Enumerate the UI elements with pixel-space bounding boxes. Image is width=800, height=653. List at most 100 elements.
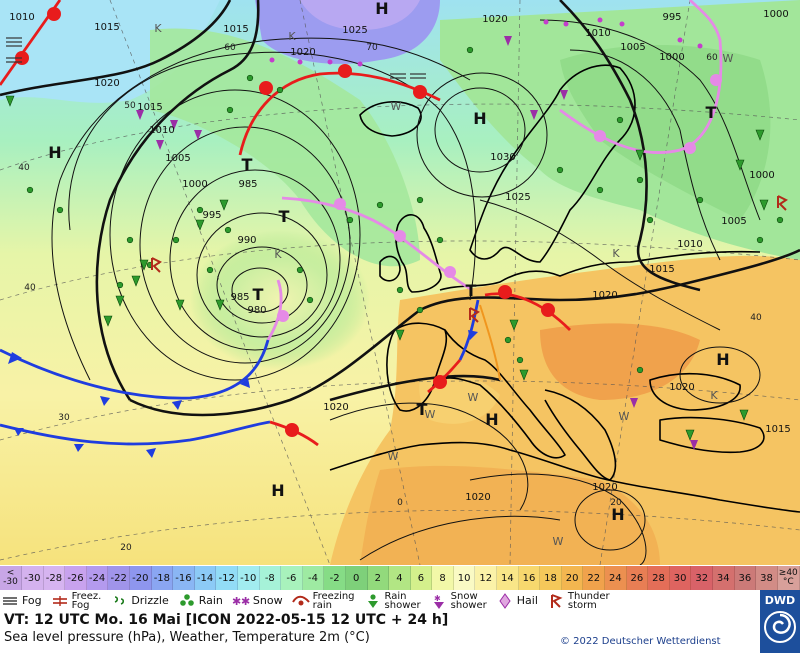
scale-min-text: < <box>6 568 15 578</box>
pressure-label: 1015 <box>137 102 162 113</box>
weather-symbols <box>5 17 788 450</box>
drizzle-icon <box>114 595 125 605</box>
pressure-label: 1010 <box>585 28 610 39</box>
hail-icon <box>499 592 511 609</box>
pressure-label: 1010 <box>677 239 702 250</box>
scale-cell: -24 <box>86 566 109 590</box>
legend-rain-shower-line2: shower <box>384 599 421 611</box>
isotherm-label: 40 <box>18 163 30 173</box>
legend-thunderstorm-line1: Thunder <box>567 590 610 602</box>
high-pressure-center: H <box>48 143 61 162</box>
air-mass-mark: K <box>288 30 296 43</box>
legend-rain-shower-line1: Rain <box>384 590 407 602</box>
scale-cell: -18 <box>151 566 174 590</box>
scale-cell: 20 <box>561 566 584 590</box>
air-mass-mark: W <box>391 100 402 113</box>
high-pressure-center: H <box>473 109 486 128</box>
coast-turkey <box>659 416 765 454</box>
legend-rain: Rain <box>177 593 223 609</box>
pressure-label: 995 <box>662 12 681 23</box>
pressure-label: 1025 <box>342 25 367 36</box>
low-pressure-center: T <box>417 400 428 419</box>
air-mass-mark: W <box>553 535 564 548</box>
low-pressure-center: T <box>279 207 290 226</box>
main-isobars <box>0 0 800 417</box>
isotherm-label: 70 <box>366 43 378 53</box>
isotherm-label: 40 <box>24 283 36 293</box>
pressure-label: 1020 <box>592 482 617 493</box>
scale-cell: -14 <box>194 566 217 590</box>
scale-cell: -30 <box>22 566 44 590</box>
isotherm-label: 60 <box>224 43 236 53</box>
isotherm-label: 30 <box>58 413 70 423</box>
thunderstorm-icon <box>550 593 563 608</box>
pressure-label: 1020 <box>592 290 617 301</box>
pressure-label: 1025 <box>505 192 530 203</box>
scale-cell: -22 <box>108 566 130 590</box>
copyright: © 2022 Deutscher Wetterdienst <box>560 636 721 647</box>
legend-rain-label: Rain <box>198 594 223 607</box>
coast-europe-north <box>439 250 761 291</box>
scale-cell: -20 <box>129 566 152 590</box>
scale-cell: 26 <box>626 566 649 590</box>
air-mass-mark: K <box>710 389 718 402</box>
valid-time-line: VT: 12 UTC Mo. 16 Mai [ICON 2022-05-15 1… <box>4 612 449 628</box>
pressure-label: 995 <box>202 210 221 221</box>
dwd-logo-text: DWD <box>764 594 796 607</box>
pressure-label: 1010 <box>149 125 174 136</box>
pressure-label: 1020 <box>94 78 119 89</box>
scale-cell: -2 <box>324 566 346 590</box>
pressure-label: 1010 <box>9 12 34 23</box>
legend-freezing-fog: Freez. Fog <box>50 590 102 610</box>
high-pressure-center: H <box>485 410 498 429</box>
isotherm-label: 60 <box>706 53 718 63</box>
scale-cell: 34 <box>713 566 735 590</box>
scale-cell-min: < -30 <box>0 566 22 590</box>
legend-fog-label: Fog <box>22 594 42 607</box>
dwd-swirl-icon <box>764 611 796 643</box>
isotherm-label: 20 <box>120 543 132 553</box>
scale-cell: 24 <box>605 566 627 590</box>
isotherm-label: 20 <box>610 498 622 508</box>
scale-cell: 8 <box>432 566 454 590</box>
warm-front-north <box>238 71 441 156</box>
air-mass-mark: K <box>154 22 162 35</box>
legend-freez-fog-line1: Freez. <box>71 590 102 602</box>
high-pressure-center: H <box>375 0 388 18</box>
pressure-label: 1000 <box>659 52 684 63</box>
legend-thunderstorm-line2: storm <box>567 599 597 611</box>
cool-green-region <box>150 28 420 267</box>
weather-map: 1010 1015 1020 1025 1020 1020 1010 1005 1000 995 1… <box>0 0 800 565</box>
legend-thunderstorm: Thunder storm <box>546 590 610 611</box>
legend-rain-shower: Rain shower <box>363 590 421 611</box>
coast-scandinavia <box>469 64 636 263</box>
cold-front-south <box>0 420 271 446</box>
warm-front-france <box>427 359 462 394</box>
coastlines <box>329 64 800 513</box>
pressure-labels: 1010 1015 1020 1025 1020 1020 1010 1005 1000 995 1… <box>9 9 790 503</box>
scale-cell: 0 <box>345 566 368 590</box>
pressure-centers: H H H H H H H T T T T T T K K W W W W W K K W W K <box>48 0 733 548</box>
high-pressure-center: H <box>611 505 624 524</box>
coast-black-sea <box>649 372 741 411</box>
pressure-label: 1020 <box>290 47 315 58</box>
scale-cell: -4 <box>302 566 325 590</box>
weather-legend: Fog Freez. Fog Drizzle Rain ✱ ✱ Snow Freez… <box>0 590 760 611</box>
coast-iberia <box>386 322 448 412</box>
isobars <box>51 19 761 565</box>
legend-snow-shower-line2: shower <box>450 599 487 611</box>
coast-great-britain <box>395 214 442 293</box>
isotherm-label: 40 <box>750 313 762 323</box>
coast-france-italy <box>439 329 566 459</box>
low-pressure-center: T <box>706 103 717 122</box>
legend-snow-shower-line1: Snow <box>450 590 478 602</box>
cold-front-france <box>458 299 480 361</box>
low-pressure-center: T <box>253 285 264 304</box>
scale-cell: -10 <box>237 566 260 590</box>
isotherm-label: 0 <box>397 498 403 508</box>
high-pressure-center: H <box>271 481 284 500</box>
scale-cell: 16 <box>518 566 541 590</box>
front-symbols <box>8 7 722 458</box>
legend-freezing-rain-line1: Freezing <box>312 590 355 602</box>
legend-freezing-rain: Freezing rain <box>291 590 355 610</box>
